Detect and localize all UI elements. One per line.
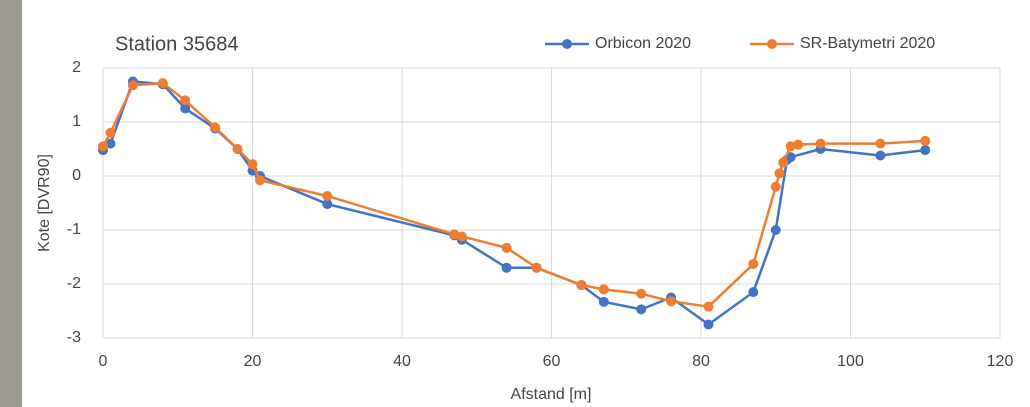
data-point (210, 122, 221, 133)
data-point (815, 138, 826, 149)
data-point (920, 135, 931, 146)
y-axis-label: Kote [DVR90] (36, 154, 53, 252)
data-point (748, 259, 759, 270)
legend-label: Orbicon 2020 (595, 35, 691, 52)
y-tick-label: 0 (72, 167, 81, 184)
data-point (180, 103, 191, 114)
data-point (531, 262, 542, 273)
y-tick-label: -3 (67, 329, 81, 346)
series-line (102, 80, 926, 327)
data-point (770, 225, 781, 235)
data-point (875, 138, 886, 149)
photo-strip (0, 0, 22, 407)
data-point (875, 150, 886, 161)
data-point (254, 175, 265, 186)
x-tick-label: 40 (393, 353, 411, 370)
y-tick-label: 1 (72, 113, 81, 130)
data-point (703, 319, 714, 330)
data-point (98, 141, 108, 152)
x-tick-label: 60 (543, 353, 561, 370)
data-point (748, 287, 759, 298)
x-tick-label: 0 (99, 353, 108, 370)
series-line (101, 81, 926, 309)
data-point (180, 95, 191, 106)
chart-title: Station 35684 (115, 33, 238, 55)
data-point (598, 284, 609, 295)
legend-marker (767, 39, 777, 49)
x-tick-label: 120 (987, 353, 1014, 370)
data-point (456, 231, 467, 242)
y-tick-label: -2 (67, 275, 81, 292)
chart-background (22, 0, 1030, 407)
data-point (785, 141, 796, 152)
y-tick-label: -1 (67, 221, 81, 238)
data-point (770, 181, 781, 192)
data-point (127, 80, 138, 91)
data-point (774, 168, 785, 179)
data-point (322, 190, 333, 201)
data-point (322, 199, 333, 210)
data-point (636, 304, 647, 315)
x-tick-label: 100 (837, 353, 864, 370)
x-tick-label: 20 (244, 353, 262, 370)
data-point (247, 159, 258, 170)
data-point (501, 242, 512, 253)
data-point (666, 296, 677, 307)
data-point (232, 144, 243, 154)
legend-marker (562, 39, 572, 49)
x-tick-label: 80 (692, 353, 710, 370)
data-point (501, 262, 512, 273)
legend-label: SR-Batymetri 2020 (800, 35, 935, 52)
data-point (157, 78, 168, 89)
data-point (920, 145, 931, 156)
x-axis-label: Afstand [m] (511, 386, 592, 403)
y-tick-label: 2 (72, 59, 81, 76)
data-point (778, 157, 789, 168)
data-point (576, 280, 587, 291)
data-point (105, 127, 116, 138)
data-point (598, 296, 609, 307)
data-point (636, 288, 647, 299)
data-point (703, 301, 714, 312)
data-point (793, 139, 804, 150)
